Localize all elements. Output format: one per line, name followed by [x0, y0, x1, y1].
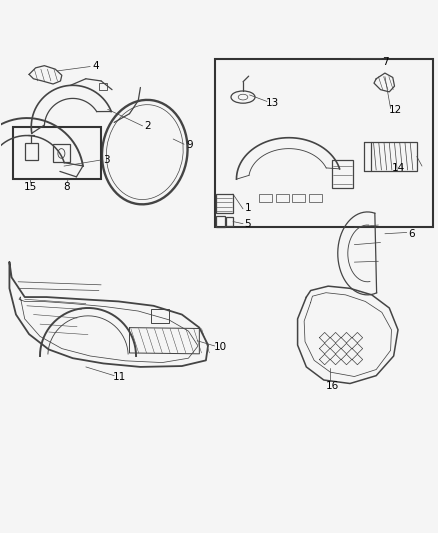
Bar — [151, 309, 169, 323]
Text: 3: 3 — [103, 155, 110, 165]
Text: 13: 13 — [265, 98, 279, 108]
Text: 6: 6 — [409, 229, 415, 239]
Text: 1: 1 — [244, 204, 251, 213]
Bar — [259, 194, 272, 202]
Text: 7: 7 — [382, 57, 389, 67]
Text: 12: 12 — [389, 105, 403, 115]
Bar — [215, 216, 225, 227]
Bar — [309, 194, 322, 202]
Bar — [13, 127, 101, 179]
Text: 16: 16 — [326, 381, 339, 391]
Bar — [215, 59, 433, 227]
Text: 8: 8 — [64, 182, 71, 192]
Bar — [215, 194, 233, 213]
Bar — [332, 159, 353, 188]
Bar — [276, 194, 289, 202]
Text: 11: 11 — [113, 372, 126, 382]
Bar — [25, 143, 38, 159]
Bar — [292, 194, 305, 202]
Bar — [99, 83, 107, 90]
Bar — [226, 217, 233, 226]
Text: 10: 10 — [214, 342, 227, 352]
Text: 2: 2 — [145, 121, 151, 131]
Text: 15: 15 — [24, 182, 37, 192]
Text: 14: 14 — [392, 163, 405, 173]
Bar — [371, 142, 417, 171]
Text: 9: 9 — [186, 140, 193, 150]
Text: 4: 4 — [92, 61, 99, 71]
Bar — [53, 144, 70, 162]
Text: 5: 5 — [244, 219, 251, 229]
